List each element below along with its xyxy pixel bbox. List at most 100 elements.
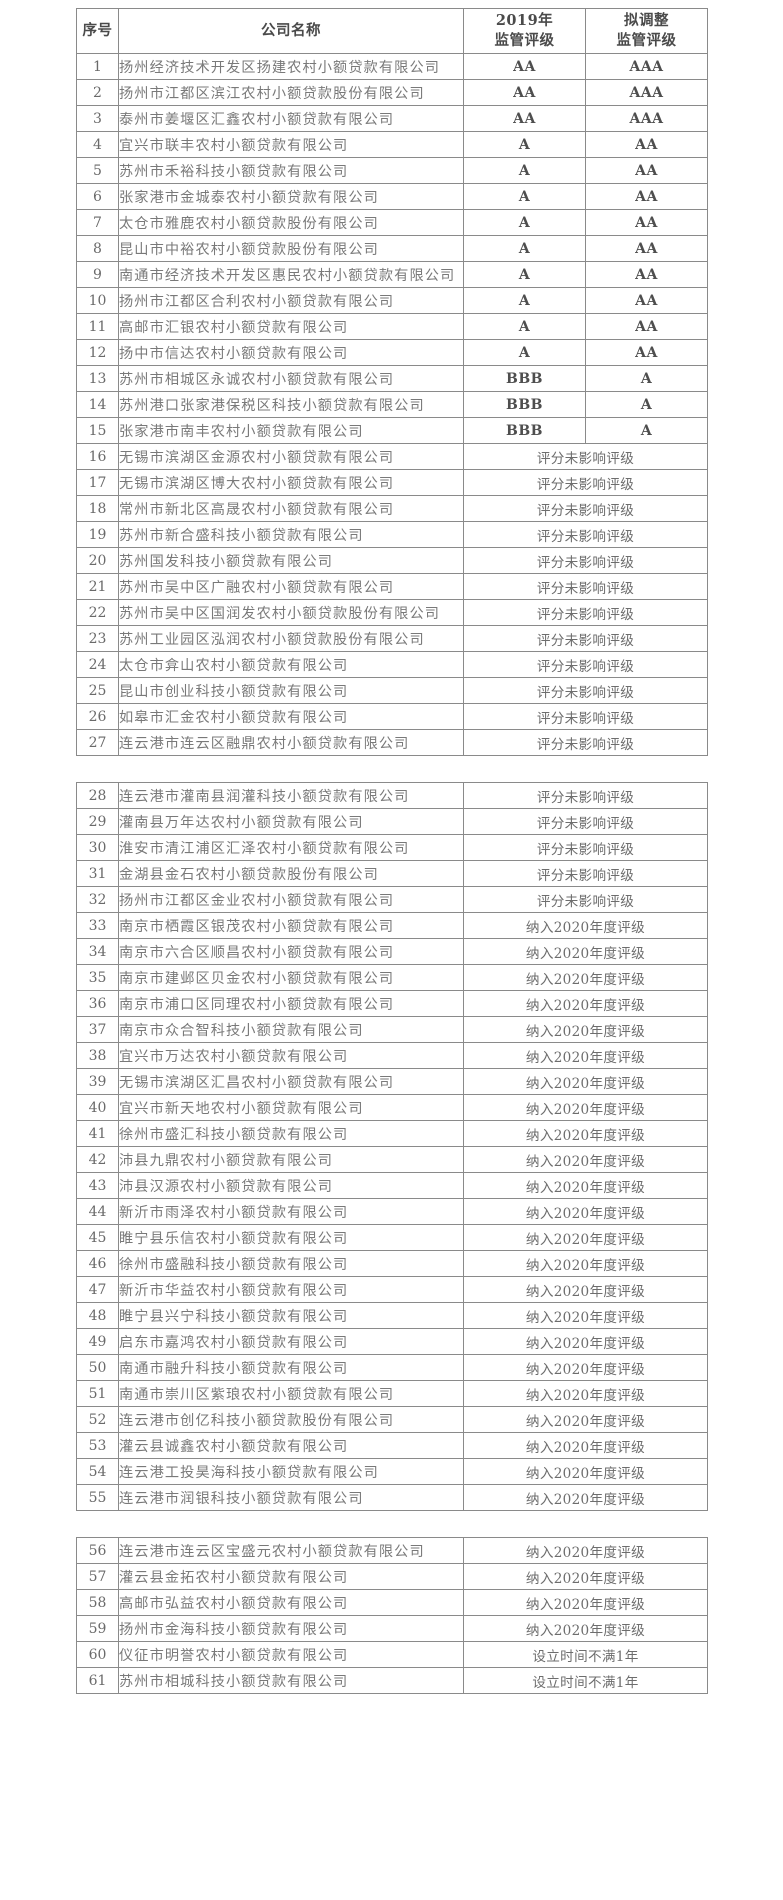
company-name-cell: 太仓市弇山农村小额贷款有限公司 bbox=[118, 651, 464, 678]
rating-2019-cell: 纳入2020年度评级 bbox=[462, 1146, 709, 1173]
rating-2019-cell: 评分未影响评级 bbox=[463, 651, 708, 678]
table-row: 52 连云港市创亿科技小额贷款股份有限公司 纳入2020年度评级 bbox=[76, 1406, 709, 1433]
rating-2019-cell: 纳入2020年度评级 bbox=[462, 1016, 709, 1043]
rating-2019-cell: 纳入2020年度评级 bbox=[462, 938, 709, 965]
table-row: 58 高邮市弘益农村小额贷款有限公司 纳入2020年度评级 bbox=[76, 1589, 709, 1616]
table-row: 6 张家港市金城泰农村小额贷款有限公司 A AA bbox=[76, 183, 708, 210]
company-name-cell: 苏州市吴中区广融农村小额贷款有限公司 bbox=[118, 573, 464, 600]
row-index-cell: 10 bbox=[76, 287, 119, 314]
ratings-table: 28 连云港市灌南县润灌科技小额贷款有限公司 评分未影响评级 29 灌南县万年达农村小额… bbox=[76, 782, 709, 1511]
company-name-cell: 南通市融升科技小额贷款有限公司 bbox=[118, 1354, 464, 1381]
row-index-cell: 16 bbox=[76, 443, 119, 470]
company-name-cell: 淮安市清江浦区汇泽农村小额贷款有限公司 bbox=[118, 834, 464, 861]
row-index-cell: 40 bbox=[76, 1094, 119, 1121]
table-blocks-container: 序号 公司名称 2019年 监管评级 拟调整 监管评级 1 扬州经济技术开发区扬建农村小额贷款… bbox=[76, 8, 709, 1694]
row-index-cell: 50 bbox=[76, 1354, 119, 1381]
table-row: 25 昆山市创业科技小额贷款有限公司 评分未影响评级 bbox=[76, 677, 708, 704]
rating-2019-cell: 纳入2020年度评级 bbox=[462, 1328, 709, 1355]
rating-2019-cell: BBB bbox=[463, 365, 586, 392]
rating-2019-cell: 纳入2020年度评级 bbox=[462, 912, 709, 939]
row-index-cell: 60 bbox=[76, 1641, 119, 1668]
table-row: 59 扬州市金海科技小额贷款有限公司 纳入2020年度评级 bbox=[76, 1615, 709, 1642]
row-index-cell: 61 bbox=[76, 1667, 119, 1694]
table-row: 4 宜兴市联丰农村小额贷款有限公司 A AA bbox=[76, 131, 708, 158]
row-index-cell: 55 bbox=[76, 1484, 119, 1511]
column-header-label: 序号 bbox=[82, 22, 113, 40]
rating-2019-cell: 纳入2020年度评级 bbox=[462, 1406, 709, 1433]
rating-2019-cell: 评分未影响评级 bbox=[462, 886, 709, 913]
rating-2019-cell: 评分未影响评级 bbox=[463, 599, 708, 626]
row-index-cell: 53 bbox=[76, 1432, 119, 1459]
row-index-cell: 41 bbox=[76, 1120, 119, 1147]
company-name-cell: 南京市浦口区同理农村小额贷款有限公司 bbox=[118, 990, 464, 1017]
row-index-cell: 33 bbox=[76, 912, 119, 939]
row-index-cell: 42 bbox=[76, 1146, 119, 1173]
company-name-cell: 扬州市江都区合利农村小额贷款有限公司 bbox=[118, 287, 464, 314]
row-index-cell: 34 bbox=[76, 938, 119, 965]
row-index-cell: 46 bbox=[76, 1250, 119, 1277]
table-row: 24 太仓市弇山农村小额贷款有限公司 评分未影响评级 bbox=[76, 651, 708, 678]
rating-2019-cell: 评分未影响评级 bbox=[463, 677, 708, 704]
row-index-cell: 31 bbox=[76, 860, 119, 887]
row-index-cell: 13 bbox=[76, 365, 119, 392]
company-name-cell: 灌云县诚鑫农村小额贷款有限公司 bbox=[118, 1432, 464, 1459]
table-row: 17 无锡市滨湖区博大农村小额贷款有限公司 评分未影响评级 bbox=[76, 469, 708, 496]
company-name-cell: 南京市栖霞区银茂农村小额贷款有限公司 bbox=[118, 912, 464, 939]
table-row: 50 南通市融升科技小额贷款有限公司 纳入2020年度评级 bbox=[76, 1354, 709, 1381]
table-row: 46 徐州市盛融科技小额贷款有限公司 纳入2020年度评级 bbox=[76, 1250, 709, 1277]
table-row: 7 太仓市雅鹿农村小额贷款股份有限公司 A AA bbox=[76, 209, 708, 236]
rating-2019-cell: 纳入2020年度评级 bbox=[462, 1042, 709, 1069]
rating-2019-cell: A bbox=[463, 287, 586, 314]
row-index-cell: 6 bbox=[76, 183, 119, 210]
company-name-cell: 泰州市姜堰区汇鑫农村小额贷款有限公司 bbox=[118, 105, 464, 132]
company-name-cell: 启东市嘉鸿农村小额贷款有限公司 bbox=[118, 1328, 464, 1355]
rating-2019-cell: A bbox=[463, 131, 586, 158]
table-row: 28 连云港市灌南县润灌科技小额贷款有限公司 评分未影响评级 bbox=[76, 782, 709, 809]
company-name-cell: 沛县九鼎农村小额贷款有限公司 bbox=[118, 1146, 464, 1173]
rating-2019-cell: A bbox=[463, 157, 586, 184]
row-index-cell: 18 bbox=[76, 495, 119, 522]
company-name-cell: 徐州市盛融科技小额贷款有限公司 bbox=[118, 1250, 464, 1277]
rating-2019-cell: 纳入2020年度评级 bbox=[462, 1172, 709, 1199]
rating-2019-cell: 评分未影响评级 bbox=[463, 573, 708, 600]
company-name-cell: 仪征市明誉农村小额贷款有限公司 bbox=[118, 1641, 464, 1668]
row-index-cell: 22 bbox=[76, 599, 119, 626]
rating-2019-cell: 评分未影响评级 bbox=[462, 860, 709, 887]
table-row: 5 苏州市禾裕科技小额贷款有限公司 A AA bbox=[76, 157, 708, 184]
company-name-cell: 南京市众合智科技小额贷款有限公司 bbox=[118, 1016, 464, 1043]
rating-adjusted-cell: AA bbox=[585, 183, 708, 210]
row-index-cell: 17 bbox=[76, 469, 119, 496]
rating-2019-cell: 纳入2020年度评级 bbox=[462, 1563, 709, 1590]
table-row: 39 无锡市滨湖区汇昌农村小额贷款有限公司 纳入2020年度评级 bbox=[76, 1068, 709, 1095]
company-name-cell: 如皋市汇金农村小额贷款有限公司 bbox=[118, 703, 464, 730]
table-row: 9 南通市经济技术开发区惠民农村小额贷款有限公司 A AA bbox=[76, 261, 708, 288]
rating-2019-cell: 评分未影响评级 bbox=[463, 469, 708, 496]
table-row: 15 张家港市南丰农村小额贷款有限公司 BBB A bbox=[76, 417, 708, 444]
rating-2019-cell: AA bbox=[463, 53, 586, 80]
company-name-cell: 睢宁县乐信农村小额贷款有限公司 bbox=[118, 1224, 464, 1251]
row-index-cell: 32 bbox=[76, 886, 119, 913]
rating-2019-cell: 纳入2020年度评级 bbox=[462, 990, 709, 1017]
rating-adjusted-cell: AAA bbox=[585, 79, 708, 106]
company-name-cell: 高邮市汇银农村小额贷款有限公司 bbox=[118, 313, 464, 340]
table-row: 60 仪征市明誉农村小额贷款有限公司 设立时间不满1年 bbox=[76, 1641, 709, 1668]
rating-2019-cell: BBB bbox=[463, 417, 586, 444]
rating-2019-cell: 评分未影响评级 bbox=[462, 808, 709, 835]
rating-2019-cell: 评分未影响评级 bbox=[463, 703, 708, 730]
rating-2019-cell: A bbox=[463, 209, 586, 236]
company-name-cell: 苏州市新合盛科技小额贷款有限公司 bbox=[118, 521, 464, 548]
rating-2019-cell: 纳入2020年度评级 bbox=[462, 964, 709, 991]
rating-2019-cell: 评分未影响评级 bbox=[463, 625, 708, 652]
rating-2019-cell: A bbox=[463, 339, 586, 366]
table-row: 19 苏州市新合盛科技小额贷款有限公司 评分未影响评级 bbox=[76, 521, 708, 548]
rating-2019-cell: A bbox=[463, 235, 586, 262]
row-index-cell: 12 bbox=[76, 339, 119, 366]
company-name-cell: 昆山市创业科技小额贷款有限公司 bbox=[118, 677, 464, 704]
ratings-table: 序号 公司名称 2019年 监管评级 拟调整 监管评级 1 扬州经济技术开发区扬建农村小额贷款… bbox=[76, 8, 708, 756]
table-row: 38 宜兴市万达农村小额贷款有限公司 纳入2020年度评级 bbox=[76, 1042, 709, 1069]
row-index-cell: 43 bbox=[76, 1172, 119, 1199]
rating-adjusted-cell: AA bbox=[585, 209, 708, 236]
table-row: 3 泰州市姜堰区汇鑫农村小额贷款有限公司 AA AAA bbox=[76, 105, 708, 132]
table-row: 35 南京市建邺区贝金农村小额贷款有限公司 纳入2020年度评级 bbox=[76, 964, 709, 991]
company-name-cell: 徐州市盛汇科技小额贷款有限公司 bbox=[118, 1120, 464, 1147]
